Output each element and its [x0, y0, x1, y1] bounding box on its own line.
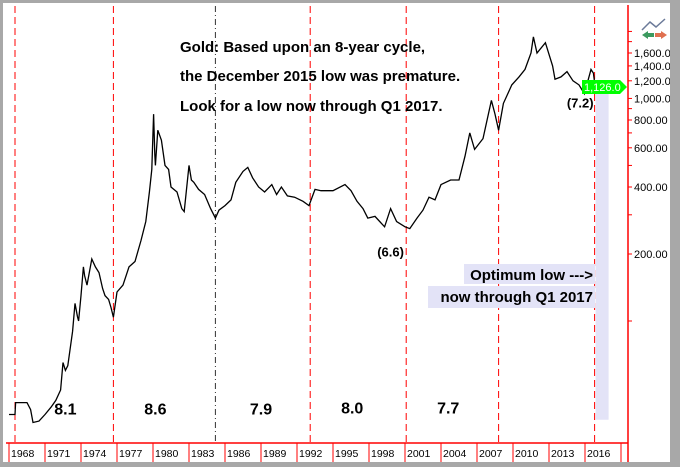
price-tick-label: 1,600.00 — [634, 48, 677, 60]
cycle-length-label: 8.1 — [54, 402, 76, 419]
time-tick-label: 1992 — [299, 448, 323, 460]
time-tick-label: 1995 — [335, 448, 359, 460]
cycle-length-label: 7.7 — [437, 400, 459, 417]
price-tick-label: 800.00 — [634, 115, 668, 127]
time-tick-label: 1986 — [227, 448, 251, 460]
price-tick-label: 600.00 — [634, 143, 668, 155]
time-tick-label: 2013 — [551, 448, 575, 460]
time-tick-label: 1977 — [119, 448, 143, 460]
time-tick-label: 1974 — [83, 448, 107, 460]
annotations: Gold: Based upon an 8-year cycle, the De… — [54, 39, 595, 419]
last-price-tag-shape — [582, 79, 627, 94]
price-tick-label: 1,200.00 — [634, 76, 677, 88]
price-line — [9, 36, 596, 424]
price-tick-label: 200.00 — [634, 249, 668, 261]
time-tick-label: 1980 — [155, 448, 179, 460]
last-price-tag: 1,126.0 — [582, 79, 627, 94]
optimum-label-bg-1 — [464, 264, 595, 284]
optimum-zone — [595, 86, 609, 420]
title-line-3: Look for a low now through Q1 2017. — [180, 98, 443, 115]
time-tick-label: 1971 — [47, 448, 71, 460]
right-scrollbar[interactable] — [670, 0, 680, 467]
price-tick-label: 400.00 — [634, 182, 668, 194]
time-tick-label: 1968 — [11, 448, 35, 460]
time-tick-label: 1998 — [371, 448, 395, 460]
price-axis: 1,600.001,400.00 1,200.00 1,000.00 800.00 60… — [627, 5, 677, 462]
optimum-label-bg-2 — [428, 286, 595, 308]
time-axis: 1968 1971 1974 1977 1980 1983 1986 1989 1992 1995… — [6, 442, 628, 462]
time-tick-label: 1983 — [191, 448, 215, 460]
cycle-length-label: 8.6 — [144, 402, 166, 419]
optimum-zone-bar — [595, 86, 609, 420]
cycle-length-label: 7.9 — [250, 402, 272, 419]
optimum-label-1: Optimum low ---> — [470, 267, 593, 284]
title-line-1: Gold: Based upon an 8-year cycle, — [180, 39, 425, 56]
time-tick-label: 2010 — [515, 448, 539, 460]
time-tick-label: 2004 — [443, 448, 467, 460]
chart-style-icon[interactable] — [641, 18, 667, 39]
time-tick-label: 2016 — [587, 448, 611, 460]
time-tick-label: 2001 — [407, 448, 431, 460]
time-tick-label: 2007 — [479, 448, 503, 460]
chart-canvas — [3, 3, 670, 462]
price-tick-label: 1,000.00 — [634, 93, 677, 105]
price-tick-label: 1,400.00 — [634, 61, 677, 73]
last-price-label: 1,126.0 — [584, 82, 621, 94]
cycle-length-label: 8.0 — [341, 400, 363, 417]
time-tick-label: 1989 — [263, 448, 287, 460]
cycle-low-label: (6.6) — [377, 245, 404, 260]
cycle-low-label: (7.2) — [567, 95, 594, 110]
title-line-2: the December 2015 low was premature. — [180, 68, 460, 85]
optimum-label-2: now through Q1 2017 — [440, 289, 593, 306]
